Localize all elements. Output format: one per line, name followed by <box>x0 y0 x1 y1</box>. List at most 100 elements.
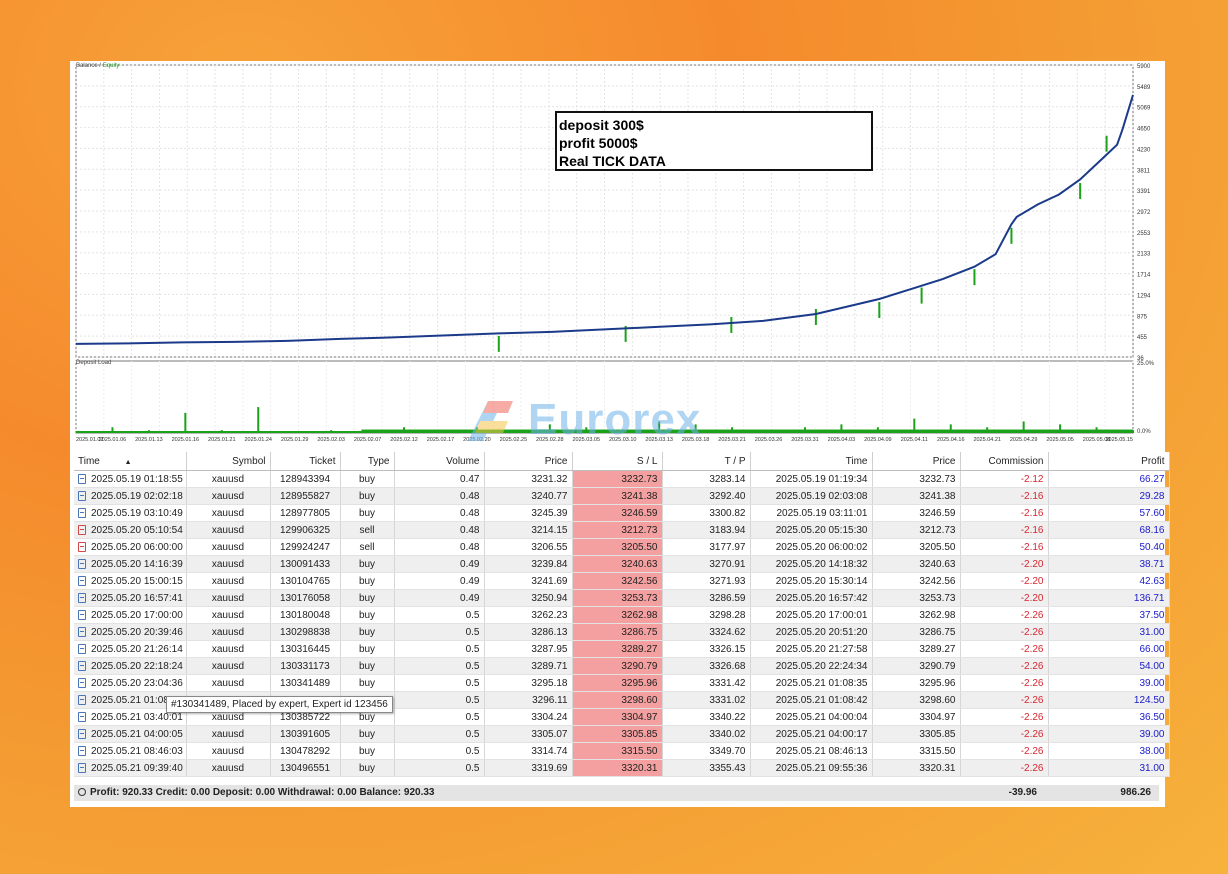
table-row[interactable]: 2025.05.21 09:39:40 xauusd 130496551 buy 0.5… <box>74 759 1170 777</box>
cell-close-price: 3212.73 <box>872 521 961 539</box>
col-ticket[interactable]: Ticket <box>270 452 341 471</box>
y-tick-label: 875 <box>1137 314 1148 320</box>
legend-balance: Balance <box>76 63 98 69</box>
cell-close-time: 2025.05.20 14:18:32 <box>750 555 873 573</box>
col-close-time[interactable]: Time <box>750 452 873 471</box>
table-row[interactable]: 2025.05.19 01:18:55 xauusd 128943394 buy 0.4… <box>74 470 1170 488</box>
cell-type: buy <box>340 555 395 573</box>
cell-time: 2025.05.19 03:10:49 <box>74 504 187 522</box>
col-symbol[interactable]: Symbol <box>186 452 271 471</box>
table-row[interactable]: 2025.05.21 03:40:01 xauusd 130385722 buy 0.5… <box>74 708 1170 726</box>
cell-tp: 3355.43 <box>662 759 751 777</box>
cell-volume: 0.5 <box>394 691 485 709</box>
col-volume[interactable]: Volume <box>394 452 485 471</box>
table-row[interactable]: 2025.05.20 06:00:00 xauusd 129924247 sell 0.… <box>74 538 1170 556</box>
col-commission[interactable]: Commission <box>960 452 1049 471</box>
col-type[interactable]: Type <box>340 452 395 471</box>
cell-symbol: xauusd <box>186 674 271 692</box>
cell-symbol: xauusd <box>186 470 271 488</box>
x-tick-label: 2025.01.16 <box>172 437 200 443</box>
cell-close-time: 2025.05.20 05:15:30 <box>750 521 873 539</box>
annotation-box: deposit 300$ profit 5000$ Real TICK DATA <box>555 111 873 171</box>
col-close-price[interactable]: Price <box>872 452 961 471</box>
table-row[interactable]: 2025.05.19 03:10:49 xauusd 128977805 buy 0.4… <box>74 504 1170 522</box>
time-text: 2025.05.20 15:00:15 <box>91 575 183 587</box>
cell-close-time: 2025.05.21 01:08:42 <box>750 691 873 709</box>
cell-close-time: 2025.05.19 01:19:34 <box>750 470 873 488</box>
cell-tp: 3292.40 <box>662 487 751 505</box>
cell-profit: 66.27 <box>1048 470 1170 488</box>
cell-time: 2025.05.19 01:18:55 <box>74 470 187 488</box>
time-text: 2025.05.21 03:40:01 <box>91 711 183 723</box>
cell-price: 3304.24 <box>484 708 573 726</box>
x-tick-label: 2025.02.17 <box>427 437 455 443</box>
time-text: 2025.05.20 20:39:46 <box>91 626 183 638</box>
cell-commission: -2.26 <box>960 623 1049 641</box>
cell-sl: 3315.50 <box>572 742 663 760</box>
cell-symbol: xauusd <box>186 521 271 539</box>
x-tick-label: 2025.04.21 <box>973 437 1001 443</box>
table-row[interactable]: 2025.05.20 23:04:36 xauusd 130341489 buy 0.5… <box>74 674 1170 692</box>
y-tick-label: 5900 <box>1137 64 1151 70</box>
table-row[interactable]: 2025.05.21 08:46:03 xauusd 130478292 buy 0.5… <box>74 742 1170 760</box>
cell-price: 3296.11 <box>484 691 573 709</box>
table-row[interactable]: 2025.05.21 04:00:05 xauusd 130391605 buy 0.5… <box>74 725 1170 743</box>
chart-legend: Balance / Equity <box>76 63 119 69</box>
cell-close-price: 3242.56 <box>872 572 961 590</box>
table-row[interactable]: 2025.05.20 14:16:39 xauusd 130091433 buy 0.4… <box>74 555 1170 573</box>
cell-close-price: 3240.63 <box>872 555 961 573</box>
cell-commission: -2.12 <box>960 470 1049 488</box>
cell-tp: 3349.70 <box>662 742 751 760</box>
cell-volume: 0.5 <box>394 708 485 726</box>
table-row[interactable]: 2025.05.20 05:10:54 xauusd 129906325 sell 0.… <box>74 521 1170 539</box>
cell-ticket: 128943394 <box>270 470 341 488</box>
summary-text: Profit: 920.33 Credit: 0.00 Deposit: 0.0… <box>90 787 435 798</box>
col-profit[interactable]: Profit <box>1048 452 1170 471</box>
load-y-tick: 0.0% <box>1137 429 1151 435</box>
time-text: 2025.05.19 02:02:18 <box>91 490 183 502</box>
col-time[interactable]: Time ▲ <box>74 452 187 471</box>
cell-profit: 37.50 <box>1048 606 1170 624</box>
cell-price: 3305.07 <box>484 725 573 743</box>
cell-close-time: 2025.05.21 09:55:36 <box>750 759 873 777</box>
cell-symbol: xauusd <box>186 589 271 607</box>
load-y-tick: 25.0% <box>1137 361 1155 367</box>
time-text: 2025.05.20 05:10:54 <box>91 524 183 536</box>
cell-symbol: xauusd <box>186 487 271 505</box>
cell-type: buy <box>340 470 395 488</box>
table-row[interactable]: 2025.05.20 21:26:14 xauusd 130316445 buy 0.5… <box>74 640 1170 658</box>
cell-commission: -2.16 <box>960 504 1049 522</box>
y-tick-label: 2553 <box>1137 231 1151 237</box>
cell-sl: 3304.97 <box>572 708 663 726</box>
y-tick-label: 2972 <box>1137 210 1151 216</box>
table-row[interactable]: 2025.05.20 15:00:15 xauusd 130104765 buy 0.4… <box>74 572 1170 590</box>
y-tick-label: 3811 <box>1137 168 1151 174</box>
cell-close-price: 3232.73 <box>872 470 961 488</box>
table-row[interactable]: 2025.05.20 16:57:41 xauusd 130176058 buy 0.4… <box>74 589 1170 607</box>
cell-time: 2025.05.21 08:46:03 <box>74 742 187 760</box>
cell-commission: -2.26 <box>960 640 1049 658</box>
cell-close-time: 2025.05.20 17:00:01 <box>750 606 873 624</box>
sort-asc-icon: ▲ <box>124 458 132 466</box>
col-price[interactable]: Price <box>484 452 573 471</box>
cell-type: sell <box>340 521 395 539</box>
table-row[interactable]: 2025.05.19 02:02:18 xauusd 128955827 buy 0.4… <box>74 487 1170 505</box>
cell-sl: 3240.63 <box>572 555 663 573</box>
cell-sl: 3205.50 <box>572 538 663 556</box>
col-tp[interactable]: T / P <box>662 452 751 471</box>
cell-volume: 0.48 <box>394 504 485 522</box>
cell-time: 2025.05.21 01:08: <box>74 691 187 709</box>
cell-profit: 50.40 <box>1048 538 1170 556</box>
table-row[interactable]: 2025.05.20 17:00:00 xauusd 130180048 buy 0.5… <box>74 606 1170 624</box>
x-tick-label: 2025.03.26 <box>755 437 783 443</box>
sell-order-icon <box>78 524 86 535</box>
cell-time: 2025.05.20 23:04:36 <box>74 674 187 692</box>
table-row[interactable]: 2025.05.20 20:39:46 xauusd 130298838 buy 0.5… <box>74 623 1170 641</box>
cell-time: 2025.05.20 21:26:14 <box>74 640 187 658</box>
cell-close-price: 3246.59 <box>872 504 961 522</box>
table-row[interactable]: 2025.05.20 22:18:24 xauusd 130331173 buy 0.5… <box>74 657 1170 675</box>
cell-ticket: 129924247 <box>270 538 341 556</box>
cell-close-price: 3305.85 <box>872 725 961 743</box>
col-sl[interactable]: S / L <box>572 452 663 471</box>
cell-commission: -2.26 <box>960 606 1049 624</box>
